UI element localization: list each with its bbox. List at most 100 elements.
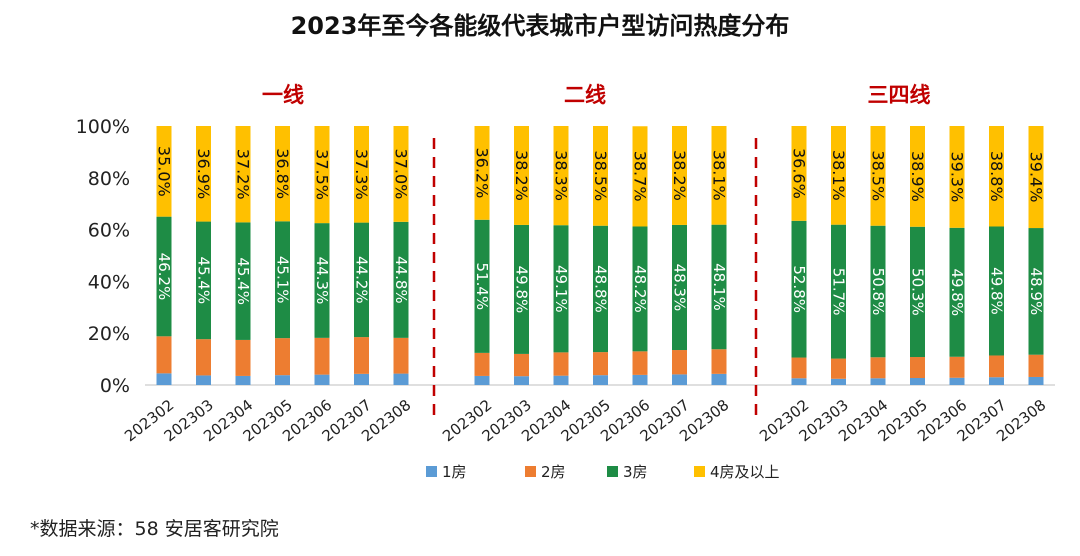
bar-label-3room: 48.2% xyxy=(631,265,649,313)
bar-label-4room: 37.3% xyxy=(352,149,371,200)
bar-segment-2room xyxy=(393,337,409,374)
bar-segment-3room xyxy=(989,226,1004,356)
bar-segment-1room xyxy=(1028,376,1044,385)
bar-segment-1room xyxy=(632,374,648,385)
chart-title: 2023年至今各能级代表城市户型访问热度分布 xyxy=(290,12,790,40)
bar-label-4room: 35.0% xyxy=(155,146,174,197)
group-label: 一线 xyxy=(262,83,304,107)
bar-segment-1room xyxy=(354,373,369,385)
bar-segment-3room xyxy=(474,219,490,353)
bar-segment-3room xyxy=(910,226,925,358)
bar-segment-4room xyxy=(831,126,846,225)
group-label: 二线 xyxy=(564,83,606,107)
legend-swatch xyxy=(525,466,536,477)
bar-segment-3room xyxy=(196,221,211,340)
bar-segment-4room xyxy=(156,126,172,217)
bar-label-3room: 49.1% xyxy=(552,265,570,313)
data-source-note: *数据来源：58 安居客研究院 xyxy=(30,518,279,540)
legend-label: 4房及以上 xyxy=(710,463,780,481)
bar-segment-2room xyxy=(314,337,330,375)
bar-segment-1room xyxy=(672,374,687,385)
bar-segment-3room xyxy=(949,227,965,357)
bar-label-3room: 48.1% xyxy=(710,263,728,311)
bar-segment-3room xyxy=(553,225,569,353)
legend-label: 1房 xyxy=(442,463,467,481)
bar-label-4room: 36.8% xyxy=(273,148,292,199)
bar-label-3room: 45.4% xyxy=(234,257,252,305)
legend-label: 3房 xyxy=(623,463,648,481)
legend-swatch xyxy=(694,466,705,477)
bar-label-4room: 38.8% xyxy=(987,151,1006,202)
bar-label-3room: 51.4% xyxy=(473,262,491,310)
y-tick-label: 60% xyxy=(88,220,130,242)
bar-label-3room: 48.8% xyxy=(592,265,610,313)
bar-segment-3room xyxy=(314,223,330,338)
bar-segment-2room xyxy=(156,336,172,374)
bar-segment-3room xyxy=(393,221,409,338)
y-tick-label: 0% xyxy=(100,375,130,397)
bar-segment-3room xyxy=(870,225,886,358)
bar-segment-3room xyxy=(791,220,807,358)
bar-label-4room: 38.9% xyxy=(908,151,927,202)
bar-segment-2room xyxy=(275,338,290,376)
bar-label-4room: 38.1% xyxy=(829,150,848,201)
bar-segment-1room xyxy=(275,375,290,385)
y-tick-label: 80% xyxy=(88,168,130,190)
bar-label-3room: 44.2% xyxy=(353,256,371,304)
bar-segment-1room xyxy=(393,373,409,385)
bar-segment-1room xyxy=(711,373,727,385)
bar-segment-1room xyxy=(949,377,965,385)
bar-segment-3room xyxy=(354,222,369,338)
bar-segment-4room xyxy=(235,126,251,223)
bar-segment-2room xyxy=(196,339,211,376)
bar-segment-2room xyxy=(514,353,529,377)
bar-segment-2room xyxy=(1028,354,1044,377)
bar-label-3room: 45.1% xyxy=(274,256,292,304)
bar-segment-2room xyxy=(553,352,569,376)
bar-label-4room: 36.9% xyxy=(194,148,213,199)
bar-segment-4room xyxy=(275,126,290,222)
legend-swatch xyxy=(607,466,618,477)
bar-segment-4room xyxy=(393,126,409,222)
bar-segment-4room xyxy=(514,126,529,225)
bar-segment-2room xyxy=(910,357,925,379)
legend-label: 2房 xyxy=(541,463,566,481)
bar-segment-4room xyxy=(314,126,330,224)
legend-swatch xyxy=(426,466,437,477)
bar-segment-3room xyxy=(156,216,172,337)
bar-segment-1room xyxy=(910,378,925,385)
bar-label-3room: 44.8% xyxy=(392,256,410,304)
y-tick-label: 40% xyxy=(88,271,130,293)
bar-label-4room: 39.3% xyxy=(948,151,967,202)
bar-label-3room: 51.7% xyxy=(830,268,848,316)
bar-segment-4room xyxy=(196,126,211,222)
bar-segment-3room xyxy=(672,224,687,351)
bar-segment-4room xyxy=(593,126,608,226)
bar-label-4room: 36.2% xyxy=(473,147,492,198)
bar-segment-1room xyxy=(593,375,608,385)
bar-label-3room: 44.3% xyxy=(313,257,331,305)
bar-label-3room: 46.2% xyxy=(155,253,173,301)
bar-label-4room: 38.1% xyxy=(710,150,729,201)
bar-segment-1room xyxy=(156,373,172,385)
bar-segment-2room xyxy=(989,355,1004,378)
bar-segment-4room xyxy=(632,126,648,227)
bar-segment-1room xyxy=(474,375,490,385)
bar-segment-3room xyxy=(514,224,529,354)
bar-segment-1room xyxy=(791,378,807,385)
bar-segment-2room xyxy=(593,352,608,376)
bar-segment-1room xyxy=(831,378,846,385)
bar-label-3room: 49.8% xyxy=(988,267,1006,315)
bar-segment-2room xyxy=(870,357,886,379)
bar-segment-3room xyxy=(1028,228,1044,355)
bar-segment-2room xyxy=(711,349,727,374)
bar-label-3room: 49.8% xyxy=(513,266,531,314)
bar-label-3room: 50.3% xyxy=(909,268,927,316)
bar-label-4room: 36.6% xyxy=(790,148,809,199)
bar-label-4room: 37.2% xyxy=(234,149,253,200)
bar-label-4room: 37.0% xyxy=(392,149,411,200)
y-tick-label: 20% xyxy=(88,323,130,345)
bar-segment-3room xyxy=(831,224,846,359)
bar-segment-2room xyxy=(474,352,490,376)
bar-label-3room: 49.8% xyxy=(948,268,966,316)
